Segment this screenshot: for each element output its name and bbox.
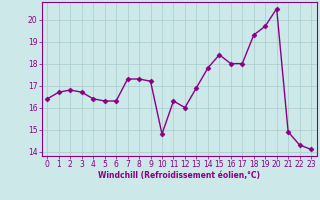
X-axis label: Windchill (Refroidissement éolien,°C): Windchill (Refroidissement éolien,°C) bbox=[98, 171, 260, 180]
